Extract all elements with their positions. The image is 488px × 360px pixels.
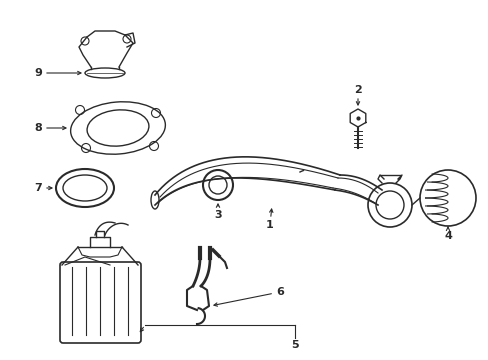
Text: 7: 7 xyxy=(34,183,42,193)
Text: 8: 8 xyxy=(34,123,42,133)
Text: 5: 5 xyxy=(290,340,298,350)
Text: 3: 3 xyxy=(214,210,222,220)
Text: 2: 2 xyxy=(353,85,361,95)
Text: 9: 9 xyxy=(34,68,42,78)
Polygon shape xyxy=(349,109,365,127)
Text: 1: 1 xyxy=(265,220,273,230)
Text: 6: 6 xyxy=(276,287,284,297)
Text: 4: 4 xyxy=(443,231,451,241)
